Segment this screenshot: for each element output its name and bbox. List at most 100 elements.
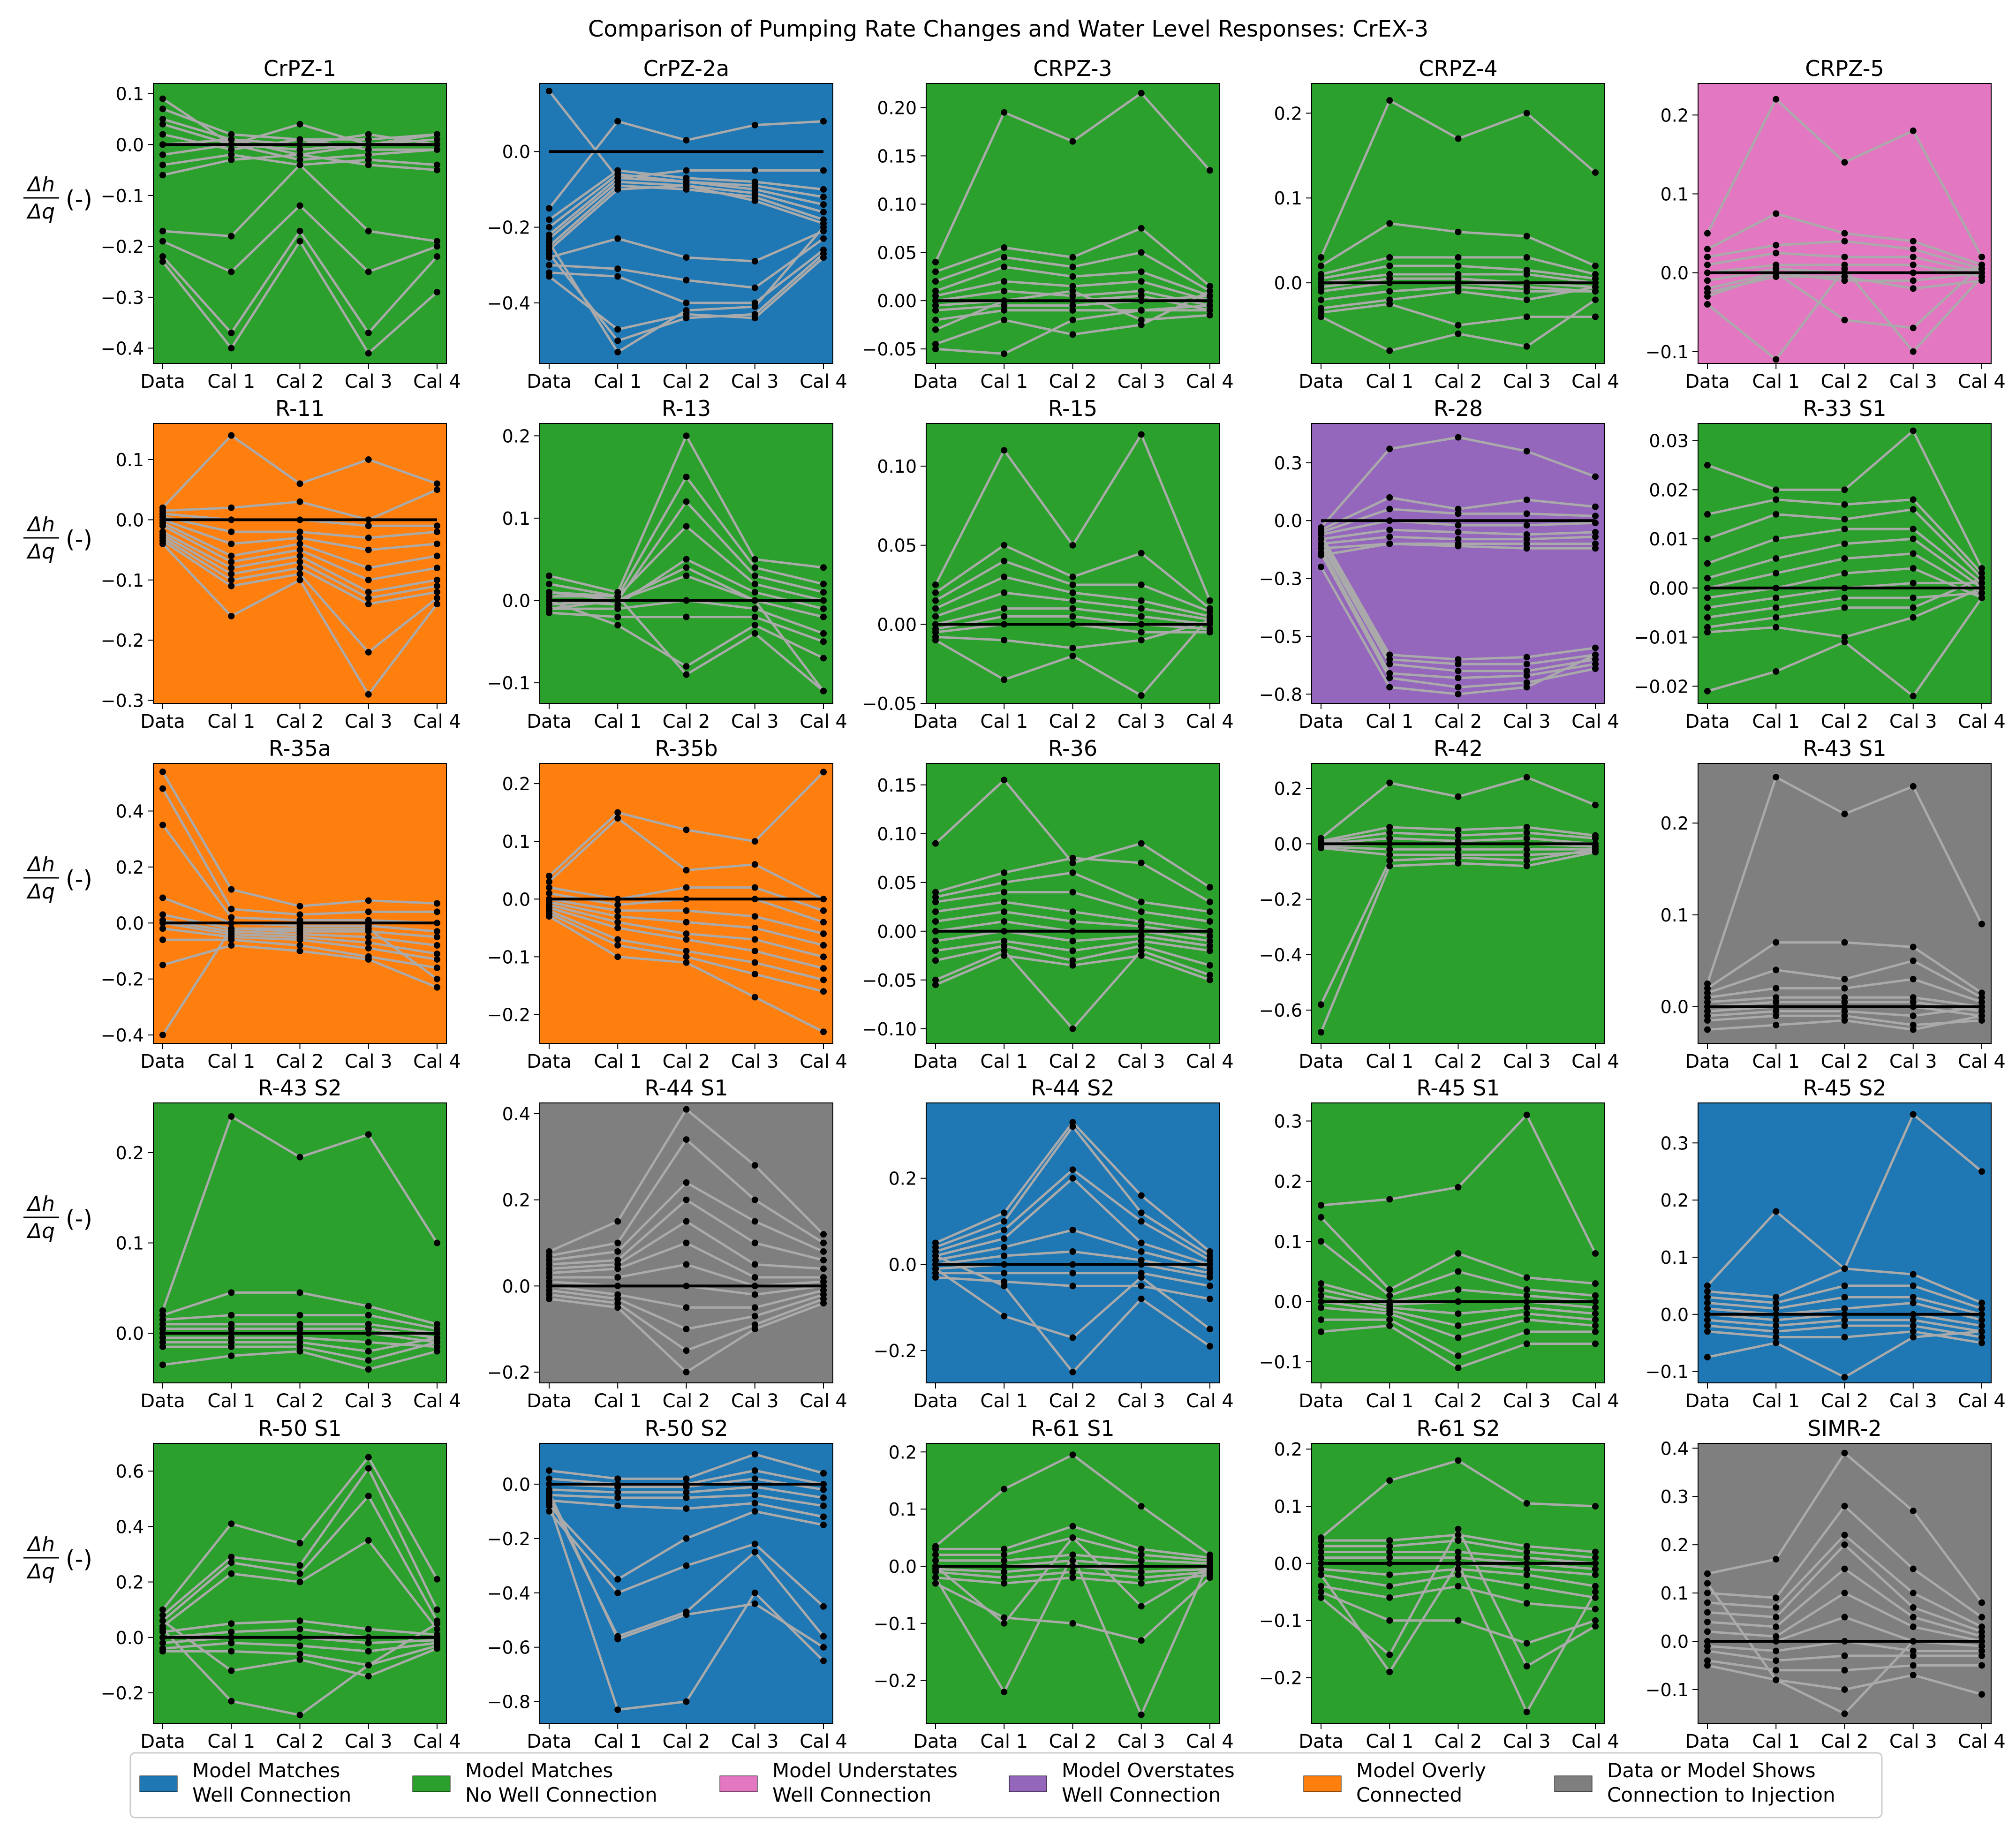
data-point [1910,1271,1917,1278]
x-tick-label: Data [527,1051,572,1072]
x-tick-label: Cal 4 [1186,1731,1234,1752]
data-point [1386,1583,1393,1590]
data-point [1773,584,1780,591]
x-tick-label: Cal 4 [800,1051,847,1072]
data-point [1207,292,1213,299]
data-point [1704,1328,1711,1335]
data-point [751,121,758,128]
data-point [1386,1286,1393,1293]
y-tick-label: 0.15 [877,775,917,796]
data-point [751,1483,758,1490]
data-point [932,340,939,347]
data-point [614,118,621,125]
y-tick-label: 0.4 [502,1104,530,1125]
data-point [1841,486,1848,493]
data-point [1704,1599,1711,1606]
data-point [365,268,372,275]
data-point [159,141,166,148]
data-point [1704,1282,1711,1289]
x-tick-label: Data [1299,1051,1344,1072]
x-tick-label: Cal 4 [413,1051,461,1072]
data-point [1841,1334,1848,1341]
data-point [296,565,303,572]
data-point [365,146,372,153]
data-point [1138,317,1145,324]
data-point [1978,1339,1985,1346]
data-point [1138,321,1145,328]
panel-crpz-1: CrPZ-1 0.1 0.0 −0.1 −0.2 −0.3 −0.4 Data Cal 1 Cal… [23,56,461,392]
data-point [546,873,552,880]
data-point [820,1502,827,1509]
data-point [1704,1628,1711,1635]
data-point [1069,1620,1076,1627]
y-tick-label: 0.0 [116,913,144,934]
data-point [296,202,303,209]
data-point [365,1493,372,1500]
data-point [1978,1662,1985,1669]
data-point [1455,691,1462,698]
y-tick-label: 0.4 [116,1517,144,1537]
panel-title: R-61 S2 [1416,1416,1500,1441]
data-point [1455,846,1462,853]
y-tick-label: 0.2 [1661,105,1689,126]
data-point [1207,918,1213,925]
data-point [1910,614,1917,621]
data-point [1318,1571,1324,1578]
data-point [1455,1548,1462,1555]
y-tick-label: 0.3 [1661,1133,1689,1154]
data-point [1978,1322,1985,1329]
panel-title: CRPZ-4 [1419,56,1497,81]
data-point [1318,1286,1324,1293]
x-tick-label: Cal 1 [1752,1731,1800,1752]
data-point [1592,665,1599,672]
data-point [1455,1286,1462,1293]
data-point [1704,277,1711,284]
data-point [1592,1594,1599,1601]
data-point [1455,1268,1462,1275]
panel-crpz-3: CRPZ-3 0.20 0.15 0.10 0.05 0.00 −0.05 Data Cal 1… [862,56,1234,392]
data-point [434,975,440,982]
data-point [228,1634,235,1641]
data-point [296,1642,303,1649]
data-point [1138,1637,1145,1644]
data-point [1069,1451,1076,1458]
data-point [1978,1614,1985,1621]
x-tick-label: Cal 1 [594,1051,642,1072]
data-point [1386,301,1393,308]
data-point [932,287,939,294]
legend-label-line2: No Well Connection [465,1783,657,1806]
data-point [1523,1548,1530,1555]
data-point [228,886,235,893]
y-tick-label: −0.10 [862,1019,917,1040]
y-tick-label: −0.8 [487,1692,530,1713]
data-point [1386,823,1393,830]
y-tick-label: −0.05 [862,694,917,714]
data-point [751,613,758,620]
x-tick-label: Data [1299,1390,1344,1412]
data-point [683,953,690,960]
data-point [1910,1316,1917,1323]
data-point [932,629,939,636]
data-point [1069,302,1076,309]
x-tick-label: Cal 3 [1503,1731,1551,1752]
data-point [1001,937,1008,944]
data-point [1138,1248,1145,1255]
data-point [614,1589,621,1596]
data-point [820,581,827,588]
data-point [1069,292,1076,299]
data-point [1386,1322,1393,1329]
panel-title: CRPZ-5 [1805,56,1884,81]
data-point [1001,1261,1008,1268]
data-point [1704,1299,1711,1306]
panel-title: R-45 S1 [1416,1075,1500,1101]
data-point [1910,1565,1917,1572]
y-tick-label: −0.1 [487,673,530,694]
data-point [820,605,827,612]
y-tick-label: 0.1 [1274,188,1302,209]
data-point [228,906,235,913]
data-point [1910,998,1917,1005]
data-point [1386,1571,1393,1578]
data-point [1978,921,1985,928]
data-point [1001,1209,1008,1216]
data-point [1138,1261,1145,1268]
